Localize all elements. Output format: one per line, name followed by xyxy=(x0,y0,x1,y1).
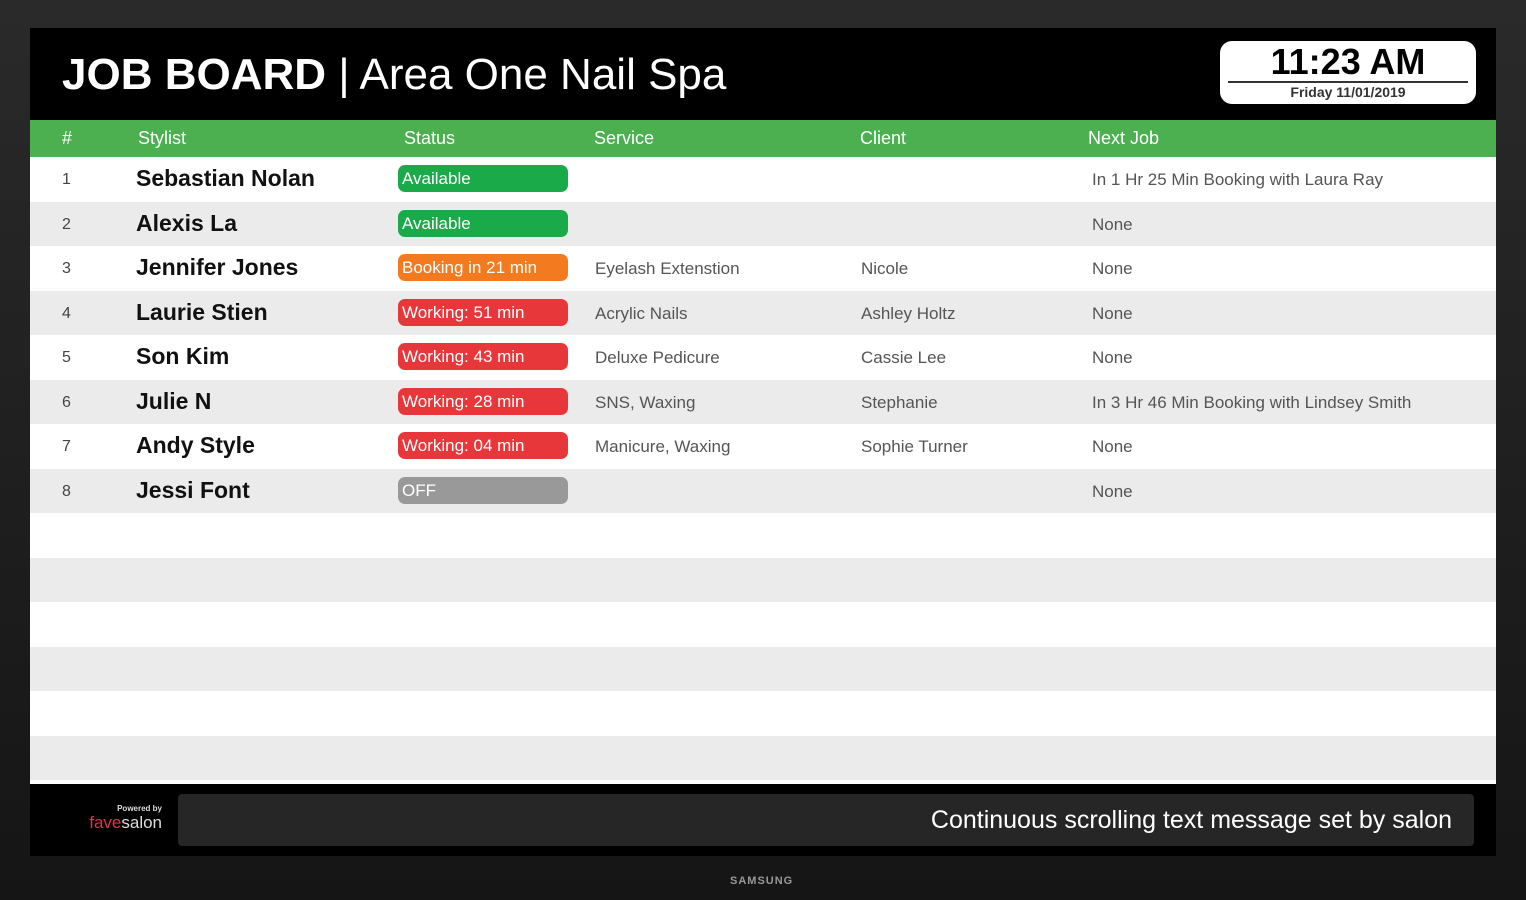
col-num: # xyxy=(62,128,73,148)
table-row: 2 Alexis La Available None xyxy=(30,201,1496,246)
scrolling-message: Continuous scrolling text message set by… xyxy=(178,794,1474,846)
logo-part-b: salon xyxy=(121,813,162,832)
row-number: 6 xyxy=(62,393,71,411)
col-status: Status xyxy=(404,128,456,148)
empty-row xyxy=(30,691,1496,736)
stylist-name: Jennifer Jones xyxy=(136,254,299,280)
favesalon-logo: Powered by favesalon xyxy=(60,804,162,833)
row-number: 3 xyxy=(62,260,71,277)
stylist-name: Alexis La xyxy=(136,209,237,236)
client: Sophie Turner xyxy=(861,437,968,456)
stylist-name: Son Kim xyxy=(136,343,230,369)
service: Acrylic Nails xyxy=(595,303,688,323)
empty-row xyxy=(30,735,1496,780)
row-number: 2 xyxy=(62,215,71,233)
table-row: 4 Laurie Stien Working: 51 min Acrylic Nail… xyxy=(30,290,1496,335)
service: SNS, Waxing xyxy=(595,392,696,412)
stylist-name: Sebastian Nolan xyxy=(136,165,315,191)
empty-row xyxy=(30,646,1496,691)
next-job: None xyxy=(1092,437,1133,456)
footer: Powered by favesalon Continuous scrollin… xyxy=(30,784,1496,856)
client: Stephanie xyxy=(861,392,938,412)
status-badge: Available xyxy=(398,209,568,237)
empty-row xyxy=(30,557,1496,602)
page-title: JOB BOARD | Area One Nail Spa xyxy=(62,50,726,100)
empty-row xyxy=(30,602,1496,647)
service: Deluxe Pedicure xyxy=(595,348,720,367)
next-job: None xyxy=(1092,481,1133,501)
table-row: 5 Son Kim Working: 43 min Deluxe Pedicure Ca… xyxy=(30,335,1496,380)
table-row: 7 Andy Style Working: 04 min Manicure, Waxi… xyxy=(30,424,1496,469)
salon-name: Area One Nail Spa xyxy=(359,50,727,99)
next-job: In 3 Hr 46 Min Booking with Lindsey Smit… xyxy=(1092,392,1412,412)
status-badge: Working: 43 min xyxy=(398,343,568,370)
status-badge: Working: 28 min xyxy=(398,387,568,415)
header: JOB BOARD | Area One Nail Spa 11:23 AM F… xyxy=(30,28,1496,120)
stylist-name: Andy Style xyxy=(136,432,255,458)
status-badge: Available xyxy=(398,165,568,192)
table-header: # Stylist Status Service Client Next Job xyxy=(30,120,1496,157)
client: Ashley Holtz xyxy=(861,303,956,323)
next-job: None xyxy=(1092,214,1133,234)
row-number: 5 xyxy=(62,349,71,366)
powered-by: Powered by xyxy=(117,804,162,813)
stylist-name: Jessi Font xyxy=(136,476,250,503)
next-job: In 1 Hr 25 Min Booking with Laura Ray xyxy=(1092,170,1384,189)
empty-row xyxy=(30,513,1496,558)
clock-time: 11:23 AM xyxy=(1228,43,1468,83)
tv-brand-logo: SAMSUNG xyxy=(730,875,794,887)
status-badge: Working: 51 min xyxy=(398,298,568,326)
table-row: 8 Jessi Font OFF None xyxy=(30,468,1496,513)
row-number: 8 xyxy=(62,482,71,500)
table-row: 6 Julie N Working: 28 min SNS, Waxing Stepha… xyxy=(30,379,1496,424)
stylist-name: Julie N xyxy=(136,387,212,414)
status-badge: Booking in 21 min xyxy=(398,254,568,281)
next-job: None xyxy=(1092,259,1133,278)
service: Manicure, Waxing xyxy=(595,437,731,456)
col-service: Service xyxy=(594,128,655,148)
status-badge: OFF xyxy=(398,476,568,504)
col-stylist: Stylist xyxy=(138,128,187,148)
next-job: None xyxy=(1092,303,1133,323)
client: Nicole xyxy=(861,259,909,278)
title-bold: JOB BOARD xyxy=(62,50,327,99)
stylist-name: Laurie Stien xyxy=(136,298,268,325)
table-row: 1 Sebastian Nolan Available In 1 Hr 25 Min … xyxy=(30,157,1496,202)
service: Eyelash Extenstion xyxy=(595,259,740,278)
screen: JOB BOARD | Area One Nail Spa 11:23 AM F… xyxy=(30,28,1496,856)
title-separator: | xyxy=(326,50,360,99)
clock: 11:23 AM Friday 11/01/2019 xyxy=(1220,41,1476,104)
status-badge: Working: 04 min xyxy=(398,432,568,459)
logo-part-a: fave xyxy=(89,813,122,832)
col-next-job: Next Job xyxy=(1088,128,1160,148)
job-table: # Stylist Status Service Client Next Job… xyxy=(30,120,1496,784)
next-job: None xyxy=(1092,348,1133,367)
row-number: 4 xyxy=(62,304,71,322)
row-number: 7 xyxy=(62,438,71,455)
row-number: 1 xyxy=(62,171,71,188)
col-client: Client xyxy=(860,128,907,148)
clock-date: Friday 11/01/2019 xyxy=(1290,84,1406,100)
client: Cassie Lee xyxy=(861,348,947,367)
table-row: 3 Jennifer Jones Booking in 21 min Eyelash … xyxy=(30,246,1496,291)
